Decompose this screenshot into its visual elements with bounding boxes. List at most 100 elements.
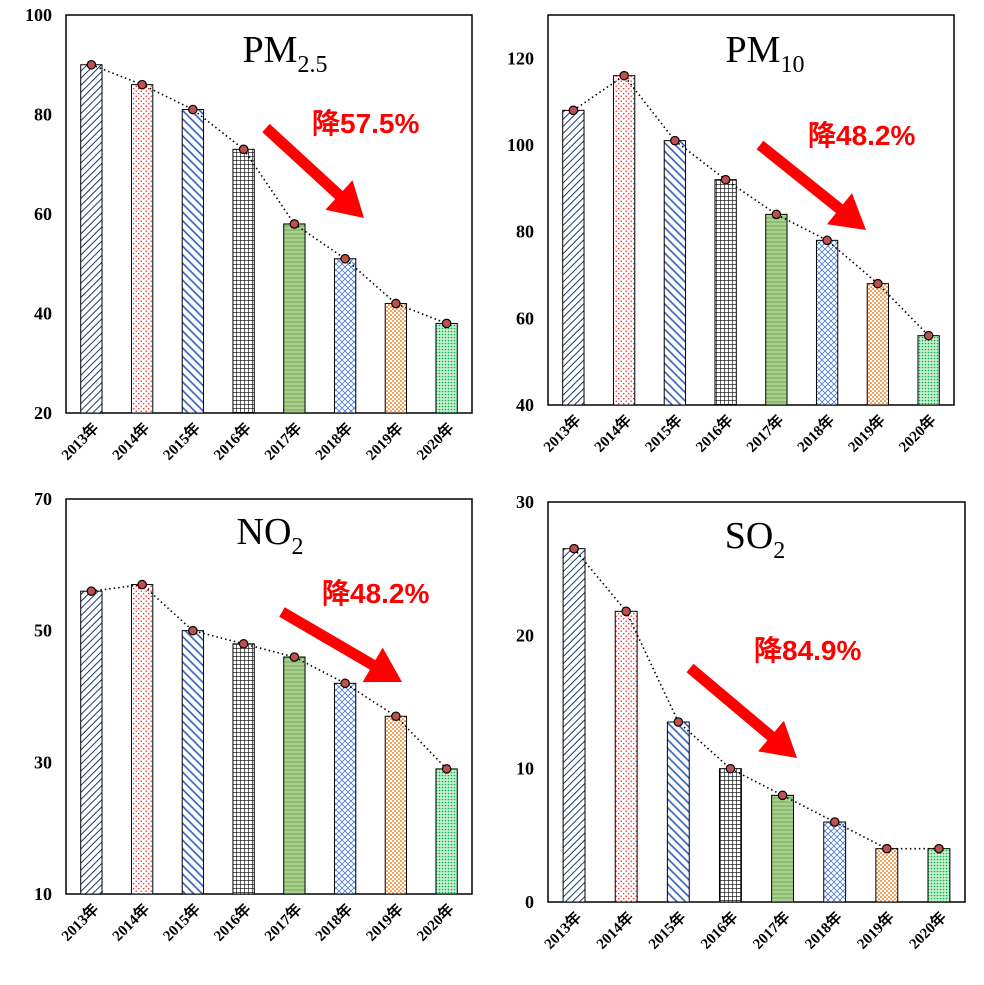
data-point-marker bbox=[720, 174, 731, 185]
bar-7 bbox=[384, 715, 408, 895]
y-tick-label: 40 bbox=[34, 304, 52, 324]
x-category-label: 2013年 bbox=[540, 908, 585, 953]
y-tick-label: 80 bbox=[34, 105, 52, 125]
data-point-marker bbox=[137, 79, 147, 90]
plot-frame bbox=[65, 14, 473, 414]
bar-6 bbox=[815, 239, 839, 406]
chart-title: NO2 bbox=[237, 511, 304, 560]
x-category-label: 2016年 bbox=[697, 908, 742, 953]
x-category-label: 2013年 bbox=[58, 900, 103, 945]
y-tick-label: 60 bbox=[34, 204, 52, 224]
data-point-marker bbox=[238, 639, 249, 649]
data-point-marker bbox=[137, 579, 147, 590]
chart-title-main: PM bbox=[726, 29, 781, 71]
data-point-marker bbox=[934, 843, 944, 854]
x-category-label: 2015年 bbox=[159, 419, 204, 464]
plot-frame bbox=[547, 14, 955, 406]
y-tick-label: 30 bbox=[516, 492, 534, 512]
y-tick-label: 0 bbox=[525, 892, 534, 912]
x-category-label: 2014年 bbox=[108, 419, 153, 464]
x-category-label: 2017年 bbox=[743, 411, 788, 456]
bar-8 bbox=[435, 768, 458, 895]
x-category-label: 2013年 bbox=[540, 411, 585, 456]
data-point-marker bbox=[771, 209, 782, 220]
x-category-label: 2015年 bbox=[645, 908, 690, 953]
bar-1 bbox=[80, 64, 103, 414]
data-point-marker bbox=[829, 817, 840, 827]
bar-5 bbox=[765, 213, 788, 406]
decrease-annotation: 降48.2% bbox=[808, 120, 915, 151]
x-category-label: 2017年 bbox=[749, 908, 794, 953]
data-point-marker bbox=[289, 652, 300, 662]
decrease-arrow-icon bbox=[756, 140, 866, 230]
x-category-label: 2018年 bbox=[793, 411, 838, 456]
bar-3 bbox=[666, 721, 690, 903]
data-point-marker bbox=[188, 104, 198, 115]
chart-title: PM10 bbox=[726, 29, 805, 78]
data-point-marker bbox=[568, 105, 579, 116]
y-tick-label: 10 bbox=[34, 884, 52, 904]
decrease-arrow-icon bbox=[262, 123, 364, 218]
bar-6 bbox=[823, 821, 847, 903]
bar-2 bbox=[130, 584, 154, 895]
bar-1 bbox=[562, 109, 585, 406]
bar-3 bbox=[181, 109, 205, 414]
bar-5 bbox=[283, 223, 306, 414]
data-point-marker bbox=[670, 135, 680, 146]
decrease-arrow-icon bbox=[686, 663, 797, 758]
x-category-label: 2016年 bbox=[210, 900, 255, 945]
bar-5 bbox=[283, 656, 306, 895]
bar-5 bbox=[771, 794, 795, 903]
chart-title-main: SO bbox=[725, 515, 774, 557]
trend-line bbox=[91, 583, 448, 770]
chart-title-subscript: 10 bbox=[780, 52, 804, 78]
bar-4 bbox=[718, 768, 742, 903]
x-category-label: 2019年 bbox=[362, 419, 407, 464]
bar-4 bbox=[232, 148, 255, 414]
chart-title-main: PM bbox=[243, 29, 298, 71]
data-point-marker bbox=[441, 318, 452, 329]
chart-panel-4: 0 10 20 30 2013年 2014年 2015年 2016年 2017年 2018年 201… bbox=[516, 492, 966, 953]
bar-2 bbox=[612, 75, 636, 406]
x-category-label: 2018年 bbox=[311, 900, 356, 945]
bar-8 bbox=[917, 335, 940, 406]
bar-7 bbox=[875, 848, 899, 903]
x-category-label: 2013年 bbox=[58, 419, 103, 464]
decrease-annotation: 降57.5% bbox=[312, 108, 419, 139]
y-tick-label: 30 bbox=[34, 752, 52, 772]
x-category-label: 2017年 bbox=[261, 900, 306, 945]
bar-6 bbox=[333, 682, 357, 895]
y-tick-label: 80 bbox=[516, 222, 534, 242]
chart-title-subscript: 2 bbox=[773, 538, 785, 564]
data-point-marker bbox=[86, 586, 97, 596]
bar-2 bbox=[614, 610, 638, 903]
plot-frame bbox=[547, 501, 966, 903]
y-tick-label: 50 bbox=[34, 621, 52, 641]
y-tick-label: 10 bbox=[516, 759, 534, 779]
y-tick-label: 100 bbox=[507, 135, 534, 155]
data-point-marker bbox=[569, 543, 579, 554]
bar-8 bbox=[927, 848, 951, 903]
data-point-marker bbox=[619, 70, 629, 81]
decrease-annotation: 降48.2% bbox=[322, 578, 429, 609]
chart-title-main: NO bbox=[237, 511, 292, 553]
x-category-label: 2016年 bbox=[692, 411, 737, 456]
bar-4 bbox=[232, 643, 255, 895]
chart-title: PM2.5 bbox=[243, 29, 328, 78]
chart-title-subscript: 2 bbox=[291, 534, 303, 560]
x-category-label: 2014年 bbox=[108, 900, 153, 945]
chart-panel-1: 20 40 60 80 100 2013年 2014年 2015年 2016年 2017年 2018… bbox=[25, 5, 473, 464]
y-tick-label: 120 bbox=[507, 48, 534, 68]
x-category-label: 2020年 bbox=[905, 908, 950, 953]
x-category-label: 2019年 bbox=[844, 411, 889, 456]
data-point-marker bbox=[923, 330, 934, 341]
plot-frame bbox=[65, 498, 473, 895]
bar-1 bbox=[562, 548, 586, 903]
data-point-marker bbox=[86, 59, 97, 70]
y-tick-label: 60 bbox=[516, 308, 534, 328]
data-point-marker bbox=[673, 717, 684, 727]
x-category-label: 2020年 bbox=[413, 900, 458, 945]
bar-4 bbox=[714, 179, 737, 406]
